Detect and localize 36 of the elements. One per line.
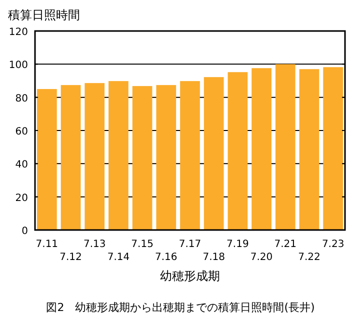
- x-axis-title: 幼穂形成期: [160, 269, 220, 283]
- bar: [323, 67, 343, 230]
- x-tick-label: 7.18: [202, 252, 225, 263]
- x-tick-label: 7.15: [131, 239, 154, 250]
- x-tick-label: 7.11: [36, 239, 58, 250]
- bar: [37, 89, 57, 230]
- y-tick-label: 100: [8, 60, 28, 72]
- y-tick-label: 120: [8, 27, 28, 38]
- x-tick-label: 7.13: [83, 239, 106, 250]
- y-axis-title: 積算日照時間: [8, 8, 80, 22]
- x-tick-label: 7.23: [322, 239, 344, 250]
- bar: [60, 85, 81, 230]
- caption: 図2 幼穂形成期から出穂期までの積算日照時間(長井): [46, 301, 315, 314]
- x-tick-label: 7.19: [226, 239, 249, 250]
- bar: [180, 81, 200, 230]
- x-tick-label: 7.12: [60, 252, 82, 263]
- bar: [84, 83, 105, 230]
- bar: [156, 85, 176, 230]
- x-tick-label: 7.16: [155, 252, 178, 263]
- y-tick-label: 0: [22, 226, 28, 237]
- y-tick-label: 40: [15, 160, 28, 171]
- y-tick-label: 60: [15, 126, 28, 138]
- bar: [299, 69, 320, 230]
- bar: [132, 86, 152, 230]
- bar: [275, 64, 296, 230]
- x-tick-label: 7.20: [250, 252, 273, 263]
- y-tick-label: 20: [15, 192, 28, 204]
- bar: [228, 72, 248, 230]
- y-tick-label: 80: [15, 93, 28, 104]
- x-tick-label: 7.14: [107, 252, 130, 263]
- bar: [204, 77, 224, 230]
- x-tick-label: 7.17: [178, 239, 202, 250]
- bar: [108, 81, 128, 230]
- x-tick-label: 7.21: [274, 239, 297, 250]
- x-tick-label: 7.22: [298, 252, 320, 263]
- bar: [252, 68, 272, 230]
